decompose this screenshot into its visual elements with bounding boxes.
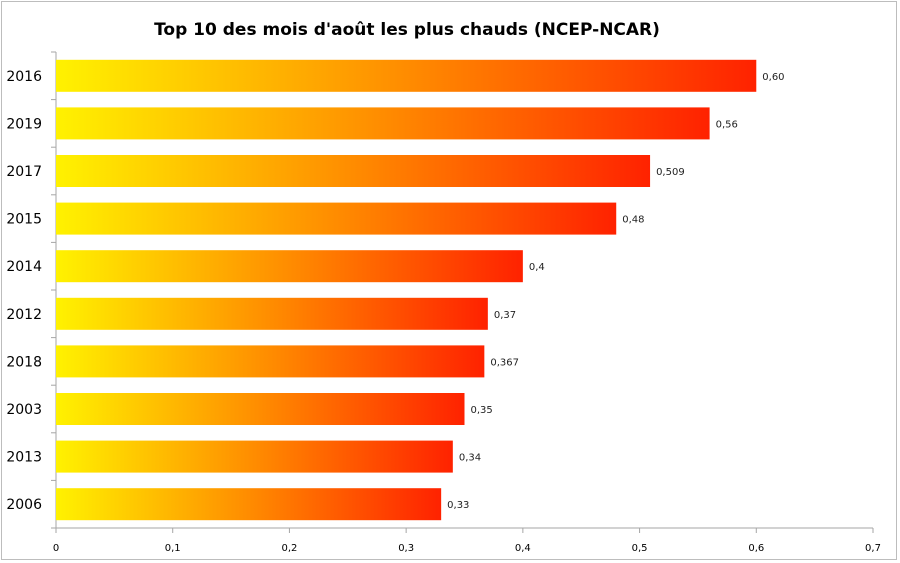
data-label: 0,509 bbox=[656, 167, 685, 178]
x-tick-label: 0,4 bbox=[515, 543, 531, 554]
bar-2017 bbox=[56, 155, 651, 187]
bar-2012 bbox=[56, 297, 488, 330]
y-tick-label: 2012 bbox=[6, 307, 42, 323]
x-tick-label: 0 bbox=[53, 543, 59, 554]
x-tick-label: 0,5 bbox=[632, 543, 648, 554]
x-tick-label: 0,2 bbox=[281, 543, 297, 554]
bar-2013 bbox=[56, 440, 453, 473]
bar-2019 bbox=[56, 107, 710, 140]
y-tick-label: 2018 bbox=[6, 354, 42, 370]
y-tick-label: 2014 bbox=[6, 259, 42, 275]
data-label: 0,35 bbox=[471, 405, 493, 416]
y-tick-label: 2019 bbox=[6, 116, 42, 132]
bar-2003 bbox=[56, 393, 465, 425]
y-tick-label: 2017 bbox=[6, 164, 42, 180]
data-label: 0,37 bbox=[494, 310, 516, 321]
x-tick-label: 0,3 bbox=[398, 543, 414, 554]
data-label: 0,48 bbox=[622, 215, 644, 226]
y-tick-label: 2015 bbox=[6, 212, 42, 228]
data-label: 0,60 bbox=[762, 72, 784, 83]
bar-2015 bbox=[56, 202, 617, 235]
data-label: 0,33 bbox=[447, 500, 469, 511]
chart-title: Top 10 des mois d'août les plus chauds (… bbox=[154, 20, 660, 40]
x-tick-label: 0,6 bbox=[748, 543, 764, 554]
data-label: 0,34 bbox=[459, 453, 481, 464]
bar-2014 bbox=[56, 250, 523, 283]
data-label: 0,367 bbox=[490, 357, 519, 368]
y-tick-label: 2006 bbox=[6, 497, 42, 513]
x-tick-label: 0,1 bbox=[165, 543, 181, 554]
y-tick-label: 2013 bbox=[6, 450, 42, 466]
y-tick-label: 2003 bbox=[6, 402, 42, 418]
data-label: 0,56 bbox=[716, 119, 738, 130]
bar-2016 bbox=[56, 59, 757, 92]
data-label: 0,4 bbox=[529, 262, 545, 273]
bar-2018 bbox=[56, 345, 485, 378]
x-tick-label: 0,7 bbox=[865, 543, 881, 554]
y-tick-label: 2016 bbox=[6, 69, 42, 85]
bar-2006 bbox=[56, 488, 442, 521]
